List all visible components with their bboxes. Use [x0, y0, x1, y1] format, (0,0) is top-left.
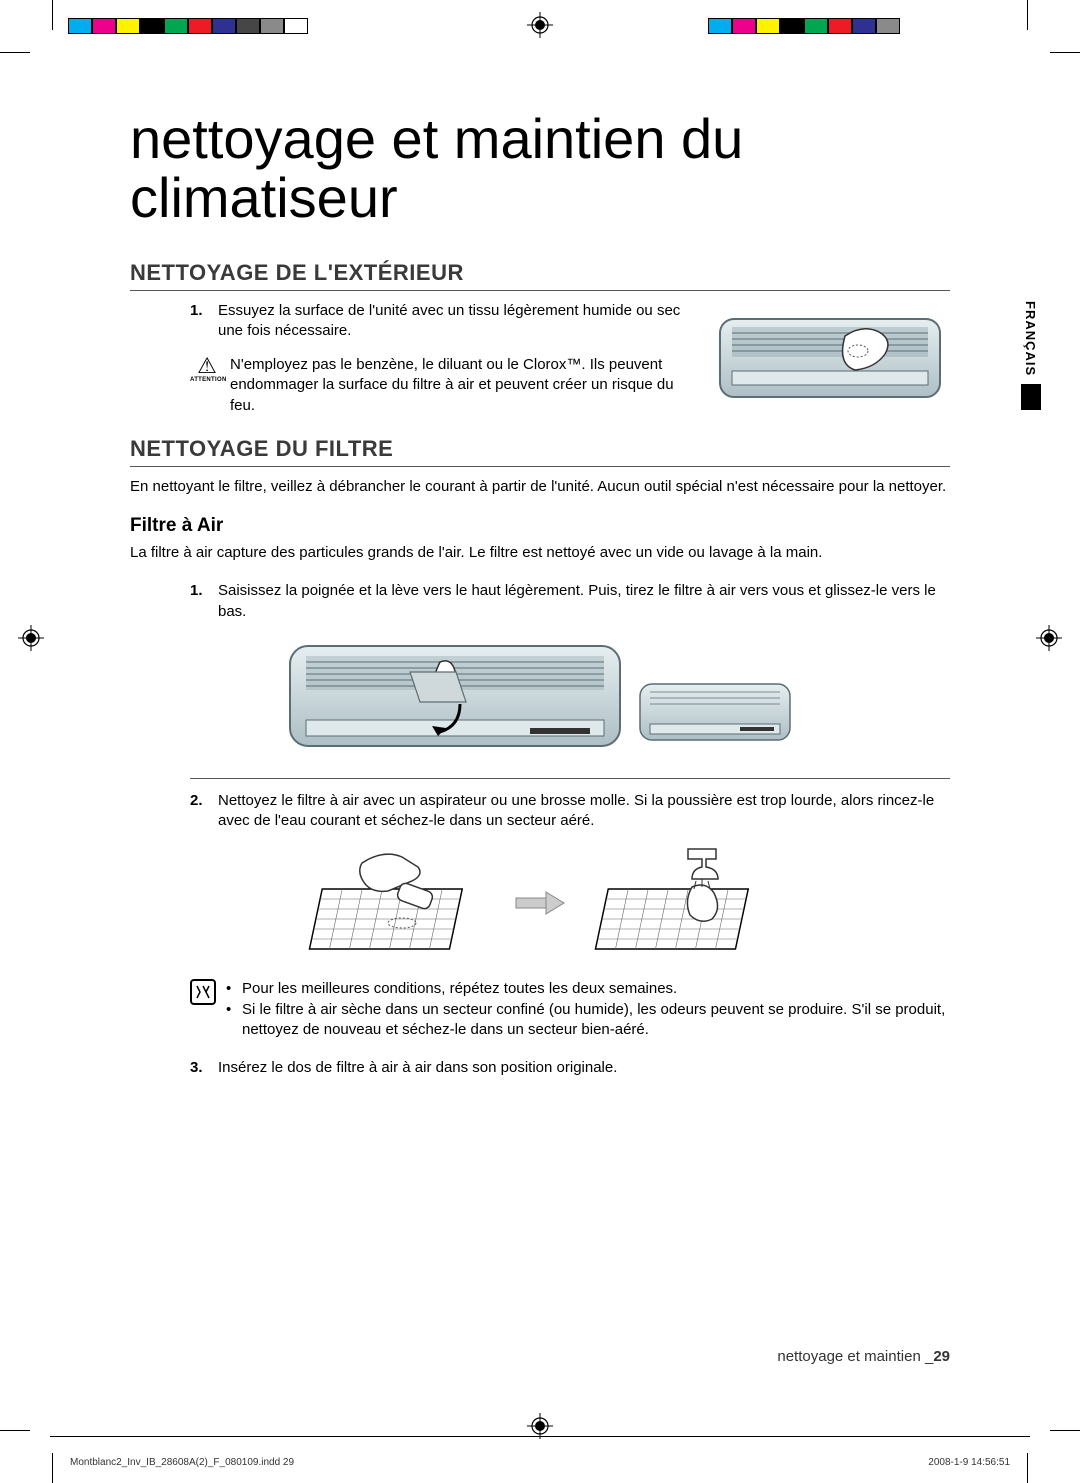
print-marks-top: [0, 0, 1080, 50]
footer-section-label: nettoyage et maintien _: [777, 1348, 933, 1365]
figure-wipe-unit: [710, 301, 950, 416]
figure-remove-filter: [280, 632, 800, 762]
page-title: nettoyage et maintien du climatiseur: [130, 110, 950, 228]
note-box: Pour les meilleures conditions, répétez …: [190, 979, 950, 1040]
air-filter-intro: La filtre à air capture des particules g…: [130, 543, 950, 563]
filter-intro: En nettoyant le filtre, veillez à débran…: [130, 477, 950, 497]
arrow-right-icon: [512, 888, 568, 918]
step-number: 2.: [190, 791, 203, 811]
step-number: 3.: [190, 1058, 203, 1078]
cmyk-bar-right: [708, 18, 900, 34]
registration-mark-icon: [1036, 625, 1062, 651]
step-air-1: 1. Saisissez la poignée et la lève vers …: [190, 581, 950, 622]
step-air-2: 2. Nettoyez le filtre à air avec un aspi…: [190, 791, 950, 832]
registration-mark-icon: [527, 12, 553, 38]
caution-text: N'employez pas le benzène, le diluant ou…: [230, 355, 690, 416]
note-item: Si le filtre à air sèche dans un secteur…: [226, 1000, 950, 1041]
step-air-3: 3. Insérez le dos de filtre à air à air …: [190, 1058, 950, 1078]
step-text: Essuyez la surface de l'unité avec un ti…: [218, 302, 680, 339]
registration-mark-icon: [527, 1413, 553, 1439]
step-exterior-1: 1. Essuyez la surface de l'unité avec un…: [190, 301, 690, 342]
page-number: 29: [933, 1348, 950, 1365]
page-content: nettoyage et maintien du climatiseur NET…: [130, 110, 950, 1084]
page-footer: nettoyage et maintien _29: [130, 1348, 950, 1365]
note-item: Pour les meilleures conditions, répétez …: [226, 979, 950, 999]
step-number: 1.: [190, 581, 203, 601]
step-text: Insérez le dos de filtre à air à air dan…: [218, 1059, 617, 1076]
indd-timestamp: 2008-1-9 14:56:51: [928, 1457, 1010, 1468]
step-text: Saisissez la poignée et la lève vers le …: [218, 582, 936, 619]
note-icon: [190, 979, 216, 1005]
language-tab: FRANÇAIS: [1019, 295, 1042, 410]
subheading-air-filter: Filtre à Air: [130, 515, 950, 537]
registration-mark-icon: [18, 625, 44, 651]
indd-filename: Montblanc2_Inv_IB_28608A(2)_F_080109.ind…: [70, 1457, 294, 1468]
cmyk-bar-left: [68, 18, 308, 34]
divider: [190, 778, 950, 779]
heading-filter: NETTOYAGE DU FILTRE: [130, 436, 950, 467]
note-list: Pour les meilleures conditions, répétez …: [226, 979, 950, 1040]
language-label: FRANÇAIS: [1019, 295, 1042, 382]
heading-exterior: NETTOYAGE DE L'EXTÉRIEUR: [130, 260, 950, 291]
caution-icon: ⚠ ATTENTION: [190, 355, 224, 383]
tab-marker: [1021, 384, 1041, 410]
caution-box: ⚠ ATTENTION N'employez pas le benzène, l…: [190, 355, 690, 416]
figure-clean-filter: [280, 843, 800, 963]
step-number: 1.: [190, 301, 203, 321]
step-text: Nettoyez le filtre à air avec un aspirat…: [218, 792, 934, 829]
